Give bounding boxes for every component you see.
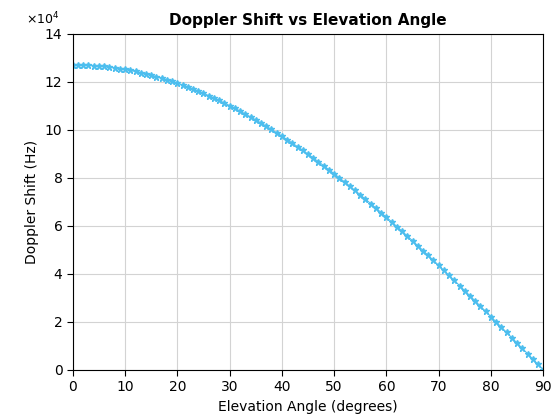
- X-axis label: Elevation Angle (degrees): Elevation Angle (degrees): [218, 399, 398, 414]
- Y-axis label: Doppler Shift (Hz): Doppler Shift (Hz): [25, 139, 39, 264]
- Title: Doppler Shift vs Elevation Angle: Doppler Shift vs Elevation Angle: [169, 13, 447, 28]
- Text: $\times10^4$: $\times10^4$: [26, 10, 59, 27]
